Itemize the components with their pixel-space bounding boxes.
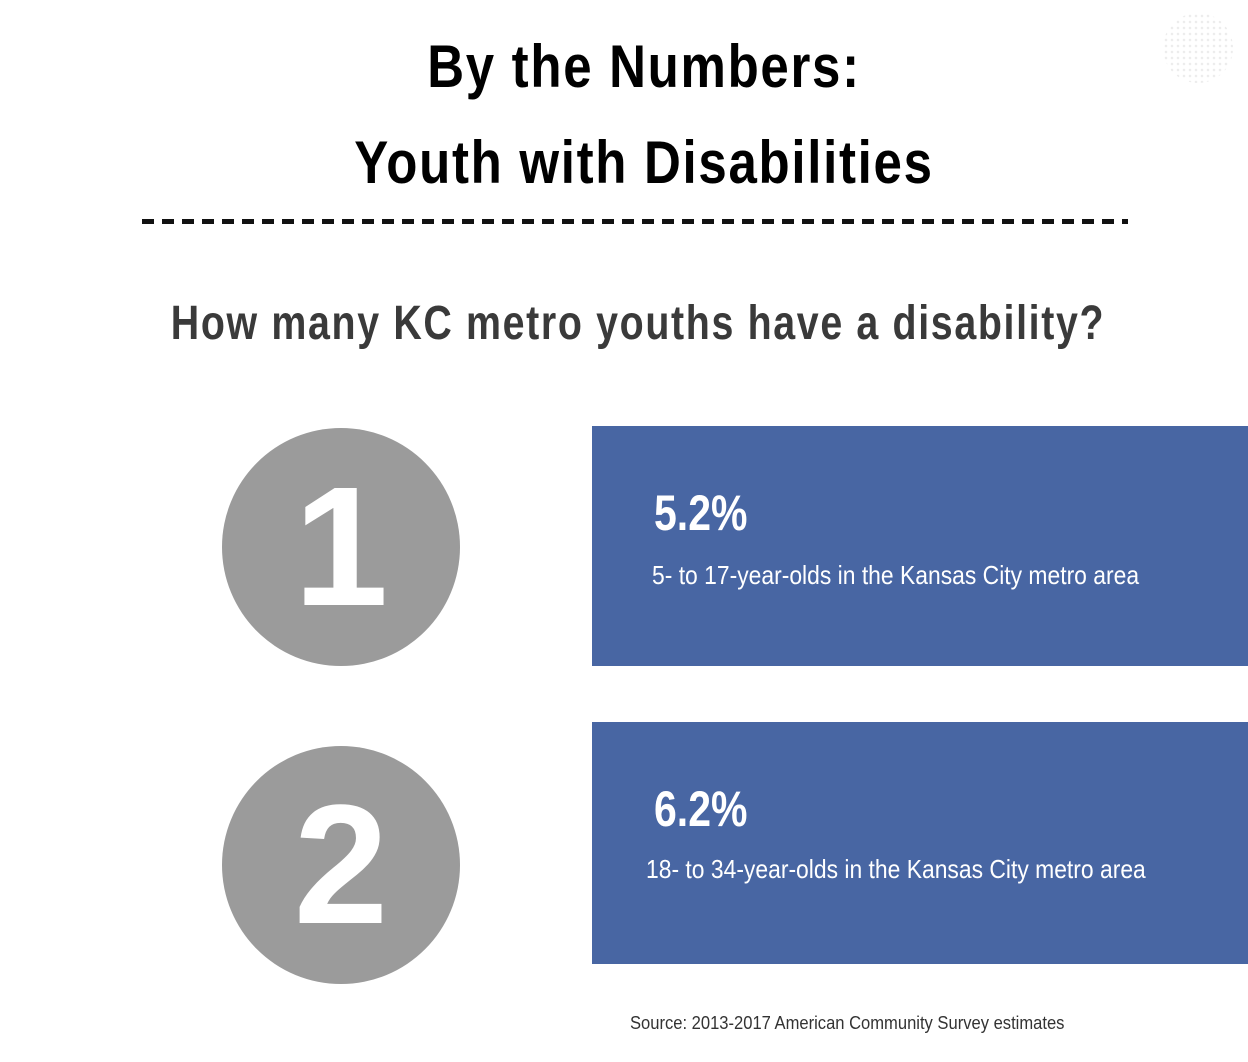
question-heading: How many KC metro youths have a disabili…: [170, 297, 1106, 350]
watermark-seal: [1163, 13, 1233, 83]
number-circle-2: 2: [222, 746, 460, 984]
stat-box-2: 6.2% 18- to 34-year-olds in the Kansas C…: [592, 722, 1248, 964]
stat-description: 5- to 17-year-olds in the Kansas City me…: [652, 560, 1140, 590]
source-note: Source: 2013-2017 American Community Sur…: [630, 1013, 1065, 1033]
stat-percent: 6.2%: [654, 781, 748, 837]
stat-description: 18- to 34-year-olds in the Kansas City m…: [646, 854, 1146, 884]
dashed-divider: [142, 219, 1128, 224]
stat-percent: 5.2%: [654, 485, 748, 541]
stat-box-1: 5.2% 5- to 17-year-olds in the Kansas Ci…: [592, 426, 1248, 666]
number-circle-1: 1: [222, 428, 460, 666]
title-line-1: By the Numbers:: [427, 33, 861, 100]
title-line-2: Youth with Disabilities: [354, 129, 934, 196]
